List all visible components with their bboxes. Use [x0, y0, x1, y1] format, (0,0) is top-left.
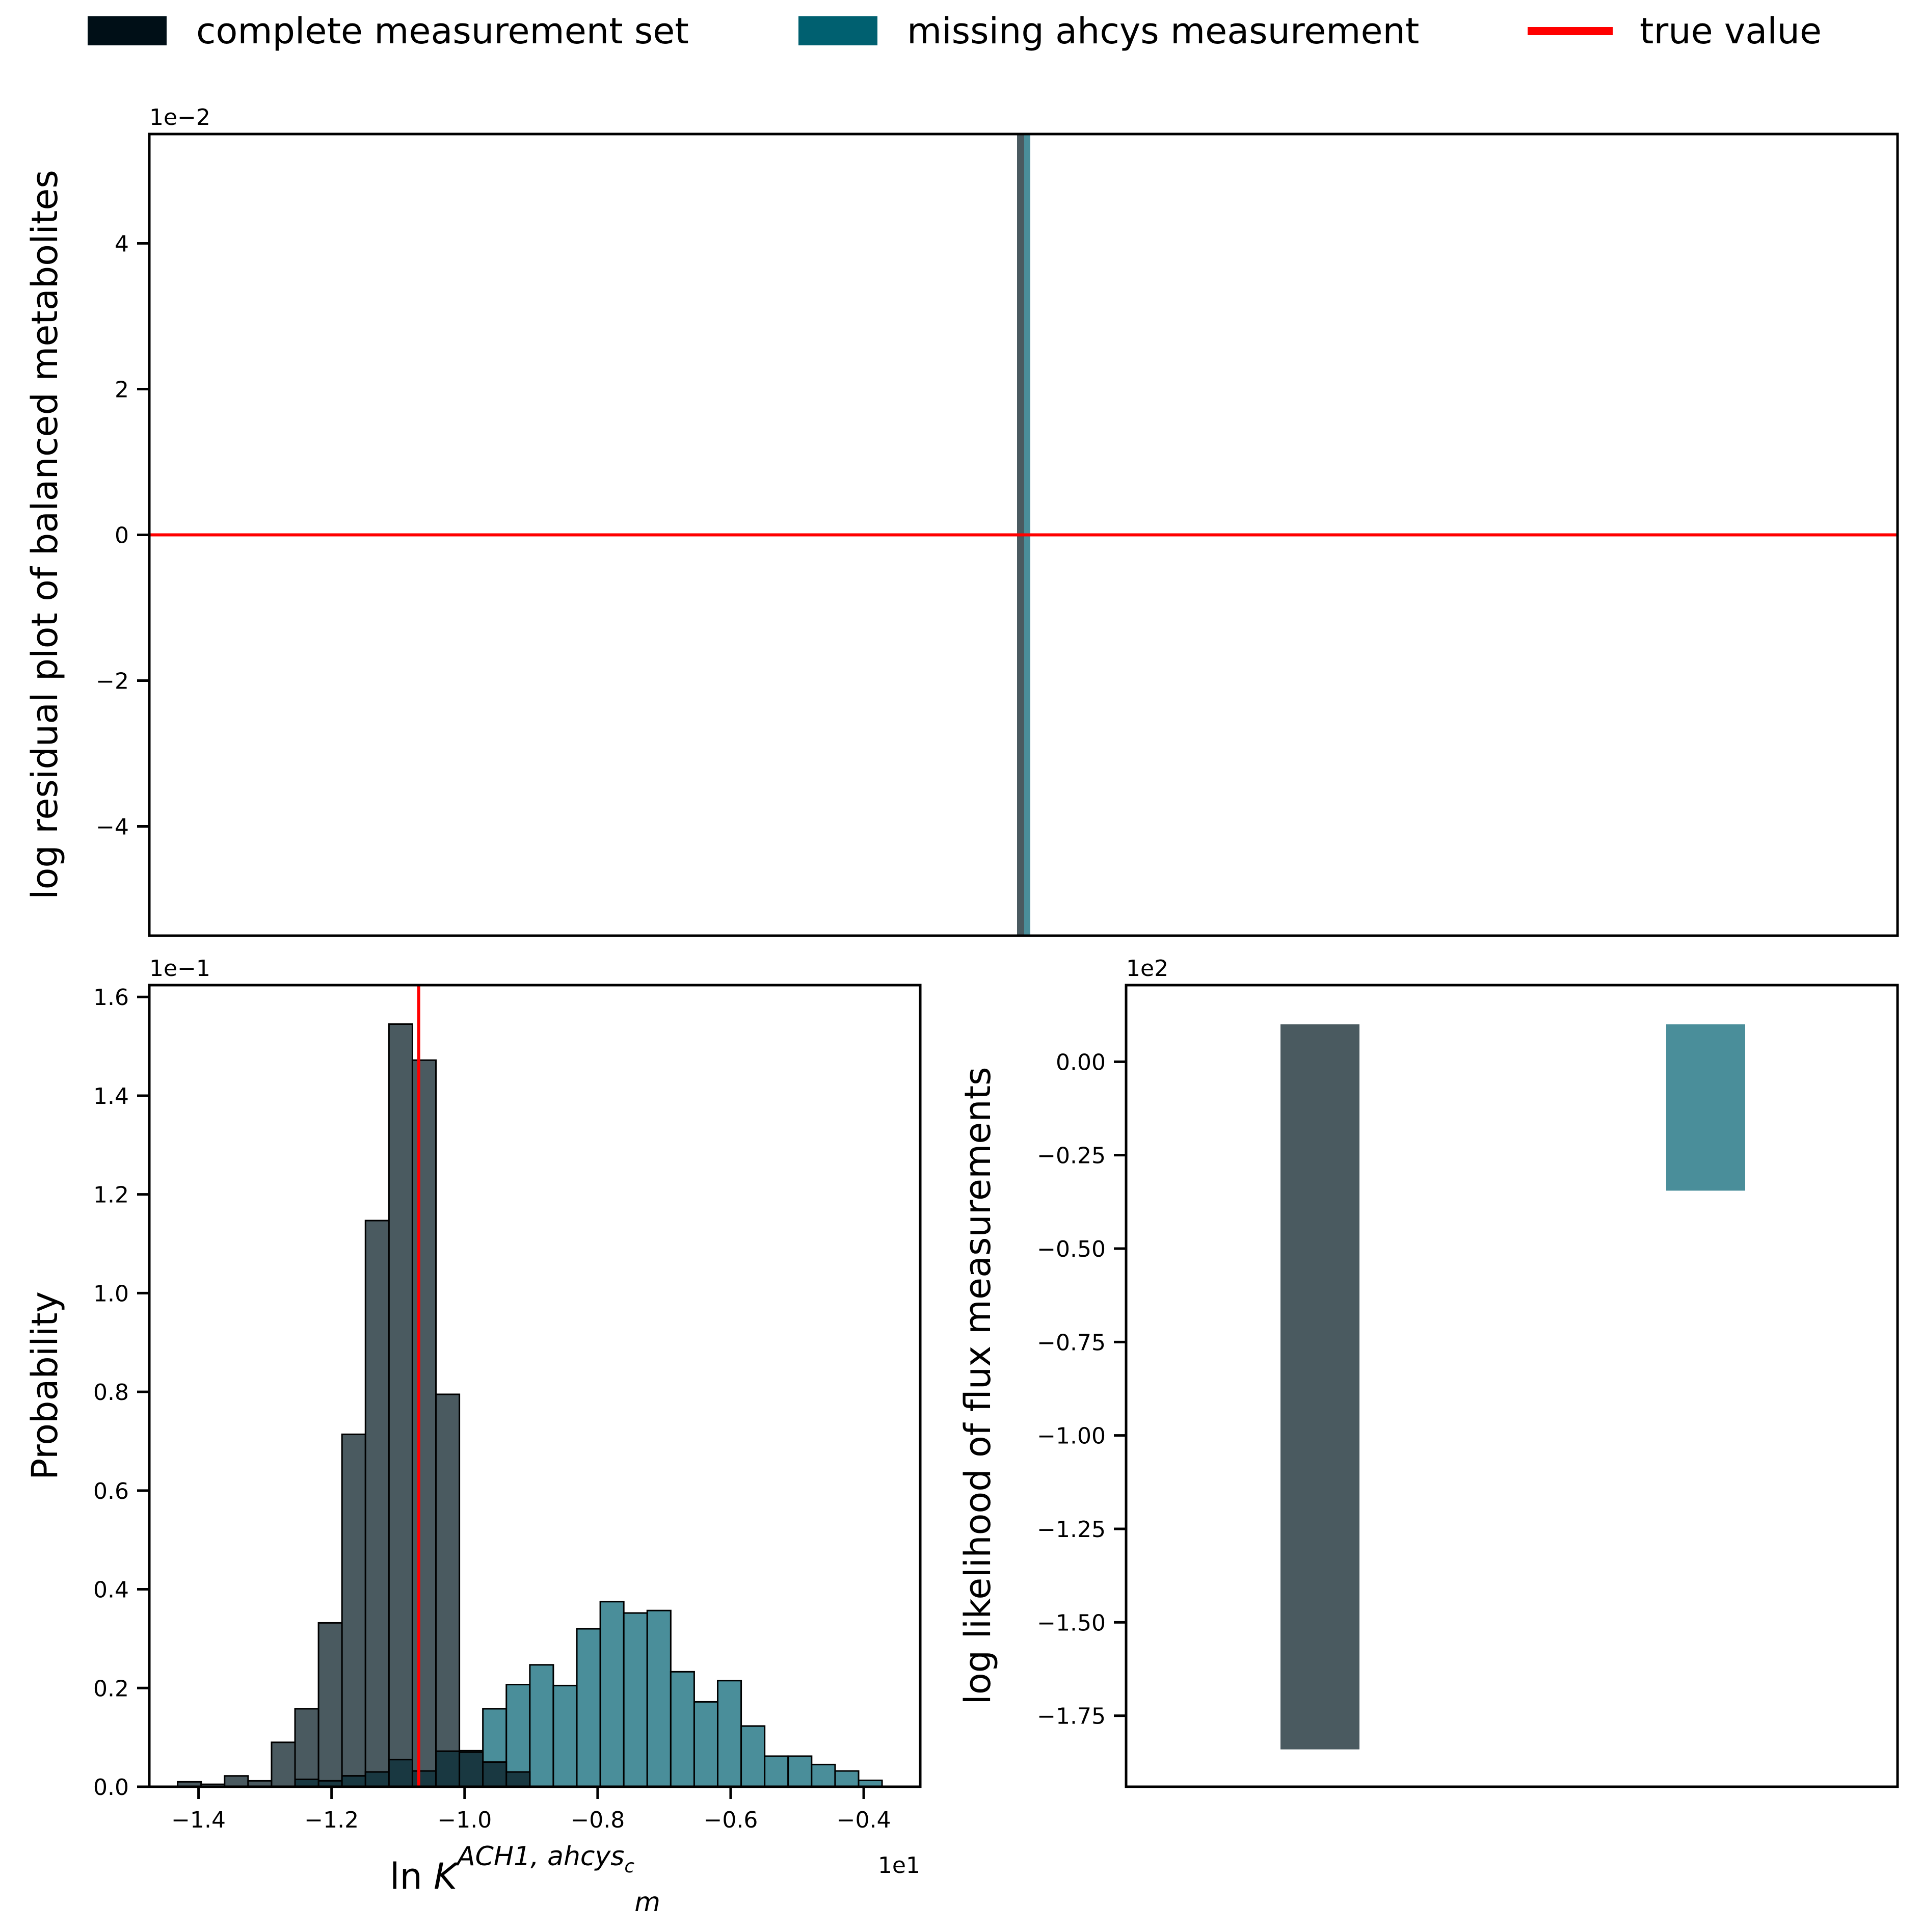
histogram-x-axis-label-superscript: ACH1, ahcys — [456, 1841, 624, 1872]
histogram-bar-complete — [411, 1059, 437, 1788]
histogram-bar-missing — [623, 1612, 648, 1788]
histogram-x-tick-label: −0.4 — [837, 1807, 891, 1833]
histogram-x-tick-label: −1.4 — [171, 1807, 226, 1833]
residual-y-tick-label: 4 — [115, 231, 129, 257]
histogram-y-tick-label: 0.8 — [93, 1380, 129, 1406]
legend-label-missing: missing ahcys measurement — [907, 10, 1419, 52]
histogram-x-ticks: −1.4 −1.2 −1.0 −0.8 −0.6 −0.4 — [171, 1787, 891, 1833]
histogram-bar-missing — [599, 1601, 625, 1788]
likelihood-axes: 0.00−0.25−0.50−0.75−1.00−1.25−1.50−1.75 … — [957, 956, 1899, 1788]
likelihood-y-tick-label: −0.50 — [1037, 1236, 1106, 1262]
legend-label-complete: complete measurement set — [196, 10, 689, 52]
histogram-x-tick-label: −1.2 — [304, 1807, 359, 1833]
histogram-y-axis-label: Probability — [24, 1291, 66, 1480]
histogram-y-tick-label: 0.4 — [93, 1577, 129, 1603]
histogram-bar-missing — [811, 1763, 836, 1788]
histogram-bar-complete — [271, 1741, 296, 1788]
histogram-bar-missing — [764, 1755, 789, 1788]
histogram-bar-missing — [552, 1684, 578, 1788]
histogram-bar-missing — [740, 1725, 766, 1788]
histogram-bar-overlap — [411, 1770, 437, 1788]
residual-y-tick-label: −4 — [96, 814, 129, 840]
histogram-bar-missing — [716, 1680, 742, 1788]
histogram-bar-complete — [224, 1775, 249, 1788]
histogram-bar-overlap — [435, 1750, 461, 1788]
residual-y-tick-label: −2 — [96, 669, 129, 695]
residual-y-axis-label: log residual plot of balanced metabolite… — [24, 170, 66, 899]
histogram-y-tick-label: 0.0 — [93, 1775, 129, 1801]
histogram-x-axis-label: ln KACH1, ahcyscm — [390, 1841, 660, 1918]
histogram-bar-complete — [435, 1393, 461, 1788]
residual-y-ticks: −4 −2 0 2 4 — [96, 231, 149, 840]
histogram-bar-missing — [670, 1671, 695, 1788]
histogram-axes: −1.4 −1.2 −1.0 −0.8 −0.6 −0.4 0.0 0.2 0.4 0.6 0.8… — [24, 956, 922, 1918]
likelihood-y-tick-label: −0.75 — [1037, 1330, 1106, 1356]
histogram-bar-missing — [576, 1628, 601, 1788]
histogram-bar-overlap — [459, 1751, 484, 1788]
histogram-bar-overlap — [482, 1761, 508, 1788]
likelihood-y-tick-label: −0.25 — [1037, 1143, 1106, 1169]
histogram-bar-complete — [294, 1708, 319, 1788]
likelihood-y-tick-label: −1.50 — [1037, 1610, 1106, 1636]
histogram-bar-missing — [529, 1664, 554, 1788]
histogram-bar-overlap — [388, 1759, 413, 1788]
histogram-x-tick-label: −0.8 — [570, 1807, 625, 1833]
histogram-bar-missing — [646, 1609, 672, 1788]
histogram-x-axis-label-prefix: ln — [390, 1856, 434, 1897]
histogram-bar-missing — [505, 1684, 531, 1788]
histogram-y-ticks: 0.0 0.2 0.4 0.6 0.8 1.0 1.2 1.4 1.6 — [93, 985, 149, 1801]
histogram-x-axis-label-subscript: m — [634, 1887, 660, 1918]
histogram-bar-complete — [364, 1220, 390, 1788]
histogram-y-tick-label: 0.2 — [93, 1676, 129, 1702]
histogram-bar-complete — [317, 1622, 343, 1788]
residual-axes: −4 −2 0 2 4 1e−2 log residual plot of balanc… — [24, 104, 1899, 937]
residual-y-tick-label: 2 — [115, 377, 129, 403]
histogram-bar-overlap — [505, 1771, 531, 1788]
histogram-bar-complete — [341, 1433, 366, 1788]
histogram-x-tick-label: −0.6 — [704, 1807, 758, 1833]
legend-swatch-missing — [798, 16, 877, 45]
histogram-y-offset-label: 1e−1 — [149, 956, 210, 982]
likelihood-y-ticks: 0.00 −0.25 −0.50 −0.75 −1.00 −1.25 −1.50 −1.75 — [1037, 1049, 1126, 1730]
likelihood-axes-frame — [1125, 984, 1899, 1788]
histogram-bar-missing — [787, 1755, 813, 1788]
residual-y-offset-label: 1e−2 — [149, 104, 210, 130]
histogram-y-tick-label: 0.6 — [93, 1478, 129, 1504]
likelihood-y-tick-label: −1.25 — [1037, 1517, 1106, 1543]
histogram-bar-complete — [388, 1023, 413, 1788]
histogram-y-tick-label: 1.4 — [93, 1083, 129, 1109]
likelihood-y-axis-label: log likelihood of flux measurements — [957, 1067, 999, 1704]
likelihood-bar-complete — [1280, 1024, 1359, 1750]
likelihood-y-tick-label: −1.75 — [1037, 1704, 1106, 1730]
legend-label-true-value: true value — [1640, 10, 1822, 52]
histogram-bar-overlap — [341, 1775, 366, 1788]
histogram-y-tick-label: 1.0 — [93, 1281, 129, 1307]
histogram-x-axis-label-superscript-sub: c — [624, 1856, 634, 1877]
histogram-x-tick-label: −1.0 — [437, 1807, 492, 1833]
legend: complete measurement set missing ahcys m… — [88, 10, 1822, 52]
likelihood-bar-missing — [1666, 1024, 1745, 1191]
histogram-bar-missing — [834, 1770, 860, 1788]
histogram-y-tick-label: 1.2 — [93, 1182, 129, 1208]
histogram-y-tick-label: 1.6 — [93, 985, 129, 1011]
likelihood-y-tick-label: 0.00 — [1056, 1049, 1106, 1075]
histogram-x-axis-label-symbol: K — [434, 1856, 460, 1897]
histogram-bar-overlap — [364, 1771, 390, 1788]
histogram-x-offset-label: 1e1 — [878, 1852, 920, 1878]
likelihood-y-offset-label: 1e2 — [1126, 956, 1168, 982]
histogram-bars — [177, 1023, 883, 1788]
histogram-bar-missing — [693, 1701, 718, 1788]
likelihood-y-tick-label: −1.00 — [1037, 1423, 1106, 1449]
residual-y-tick-label: 0 — [115, 523, 129, 549]
legend-swatch-complete — [88, 16, 167, 45]
histogram-axes-frame — [148, 984, 922, 1788]
